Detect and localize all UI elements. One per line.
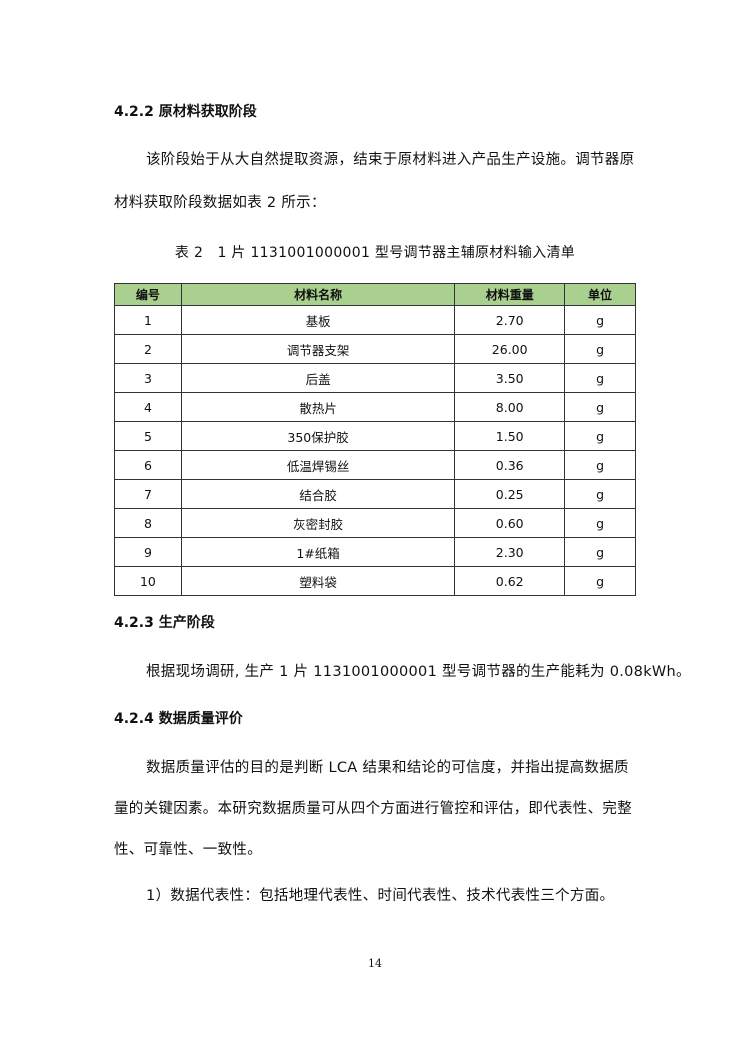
- materials-table: 编号 材料名称 材料重量 单位 1 基板 2.70 g 2 调节器支架 26.00 g 3 后盖 3.50…: [114, 283, 636, 596]
- table-cell: 8.00: [454, 392, 566, 422]
- section-heading-4-2-3: 4.2.3 生产阶段: [114, 615, 215, 631]
- table-cell: 0.60: [454, 508, 566, 538]
- table-cell: 调节器支架: [180, 334, 456, 364]
- table-cell: 后盖: [180, 363, 456, 393]
- table-cell: 0.36: [454, 450, 566, 480]
- paragraph-line: 性、可靠性、一致性。: [114, 842, 262, 858]
- column-header: 单位: [564, 283, 636, 306]
- table-cell: g: [564, 334, 636, 364]
- table-cell: 基板: [180, 305, 456, 335]
- page-number: 14: [368, 957, 382, 970]
- table-cell: 6: [114, 450, 182, 480]
- table-row: 2 调节器支架 26.00 g: [114, 334, 636, 364]
- table-cell: 26.00: [454, 334, 566, 364]
- table-cell: 2: [114, 334, 182, 364]
- table-cell: 0.25: [454, 479, 566, 509]
- table-cell: g: [564, 508, 636, 538]
- table-caption: 表 2 1 片 1131001000001 型号调节器主辅原材料输入清单: [174, 245, 576, 261]
- table-row: 6 低温焊锡丝 0.36 g: [114, 450, 636, 480]
- table-cell: 3: [114, 363, 182, 393]
- table-cell: 0.62: [454, 566, 566, 596]
- table-cell: 2.30: [454, 537, 566, 567]
- table-cell: 9: [114, 537, 182, 567]
- table-cell: g: [564, 479, 636, 509]
- table-row: 1 基板 2.70 g: [114, 305, 636, 335]
- table-row: 8 灰密封胶 0.60 g: [114, 508, 636, 538]
- table-header-row: 编号 材料名称 材料重量 单位: [114, 283, 636, 306]
- table-cell: g: [564, 392, 636, 422]
- table-cell: g: [564, 421, 636, 451]
- paragraph-line: 根据现场调研, 生产 1 片 1131001000001 型号调节器的生产能耗为…: [146, 664, 691, 680]
- table-cell: g: [564, 537, 636, 567]
- table-cell: 2.70: [454, 305, 566, 335]
- table-row: 3 后盖 3.50 g: [114, 363, 636, 393]
- table-cell: 结合胶: [180, 479, 456, 509]
- table-row: 7 结合胶 0.25 g: [114, 479, 636, 509]
- table-cell: 低温焊锡丝: [180, 450, 456, 480]
- table-cell: 7: [114, 479, 182, 509]
- table-row: 9 1#纸箱 2.30 g: [114, 537, 636, 567]
- table-cell: 塑料袋: [180, 566, 456, 596]
- column-header: 材料名称: [180, 283, 456, 306]
- paragraph-line: 数据质量评估的目的是判断 LCA 结果和结论的可信度，并指出提高数据质: [146, 760, 629, 776]
- paragraph-line: 材料获取阶段数据如表 2 所示：: [114, 195, 326, 211]
- column-header: 材料重量: [454, 283, 566, 306]
- table-cell: 3.50: [454, 363, 566, 393]
- table-row: 10 塑料袋 0.62 g: [114, 566, 636, 596]
- column-header: 编号: [114, 283, 182, 306]
- table-cell: 5: [114, 421, 182, 451]
- table-cell: 灰密封胶: [180, 508, 456, 538]
- section-heading-4-2-2: 4.2.2 原材料获取阶段: [114, 104, 257, 120]
- table-row: 4 散热片 8.00 g: [114, 392, 636, 422]
- table-cell: 1: [114, 305, 182, 335]
- table-cell: g: [564, 566, 636, 596]
- table-cell: 散热片: [180, 392, 456, 422]
- paragraph-line: 该阶段始于从大自然提取资源，结束于原材料进入产品生产设施。调节器原: [146, 152, 635, 168]
- table-cell: 10: [114, 566, 182, 596]
- table-cell: 1.50: [454, 421, 566, 451]
- list-item: 1）数据代表性：包括地理代表性、时间代表性、技术代表性三个方面。: [146, 888, 615, 904]
- table-cell: g: [564, 450, 636, 480]
- section-heading-4-2-4: 4.2.4 数据质量评价: [114, 711, 243, 727]
- table-cell: 350保护胶: [180, 421, 456, 451]
- table-cell: 1#纸箱: [180, 537, 456, 567]
- paragraph-line: 量的关键因素。本研究数据质量可从四个方面进行管控和评估，即代表性、完整: [114, 801, 632, 817]
- table-cell: 4: [114, 392, 182, 422]
- table-cell: g: [564, 305, 636, 335]
- table-cell: 8: [114, 508, 182, 538]
- table-row: 5 350保护胶 1.50 g: [114, 421, 636, 451]
- table-cell: g: [564, 363, 636, 393]
